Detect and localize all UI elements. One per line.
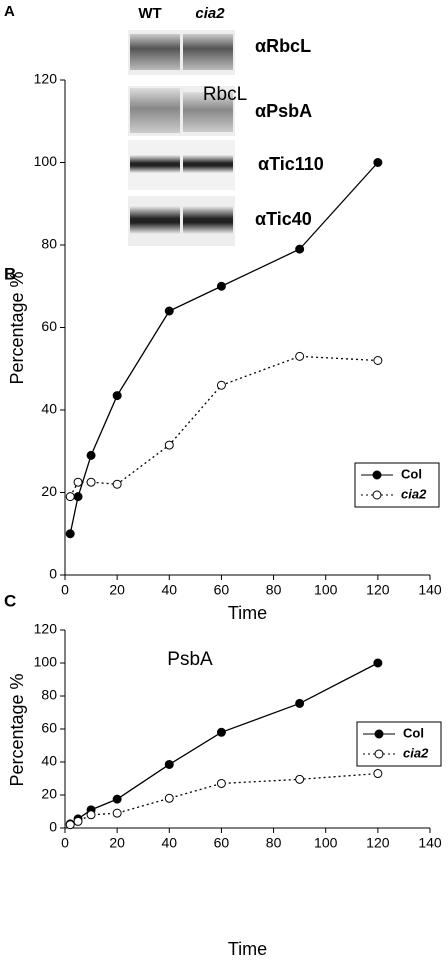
x-tick-label: 100 <box>314 835 338 851</box>
legend-label: Col <box>401 466 422 481</box>
data-point <box>164 759 174 769</box>
panel-label: C <box>4 591 16 610</box>
data-point <box>112 479 122 489</box>
legend-marker <box>372 490 382 500</box>
chart-title: RbcL <box>203 84 247 105</box>
data-point <box>216 778 226 788</box>
x-tick-label: 140 <box>418 582 442 598</box>
blot-label: αRbcL <box>255 36 311 56</box>
x-tick-label: 40 <box>161 835 177 851</box>
panel-label: A <box>4 3 15 20</box>
legend-box <box>354 462 440 508</box>
y-tick-label: 0 <box>49 566 57 582</box>
data-point <box>373 356 383 365</box>
legend-label: cia2 <box>403 745 429 760</box>
panel-label: B <box>4 264 16 283</box>
x-axis-label: Time <box>228 603 267 623</box>
x-tick-label: 20 <box>109 835 125 851</box>
legend-marker <box>372 470 382 480</box>
x-tick-label: 80 <box>266 835 282 851</box>
blot-label: αTic40 <box>255 209 312 229</box>
y-tick-label: 120 <box>34 621 58 637</box>
data-point <box>164 440 174 450</box>
y-tick-label: 80 <box>41 236 57 252</box>
data-point <box>373 658 383 668</box>
y-tick-label: 0 <box>49 819 57 835</box>
legend-marker <box>374 749 384 759</box>
y-tick-label: 60 <box>41 720 57 736</box>
y-tick-label: 100 <box>34 654 58 670</box>
data-point <box>295 351 305 361</box>
lane-label: WT <box>138 5 161 22</box>
legend-box <box>356 721 442 767</box>
y-tick-label: 80 <box>41 687 57 703</box>
x-tick-label: 120 <box>366 835 390 851</box>
data-point <box>295 244 305 254</box>
data-point <box>164 793 174 803</box>
chart-title: PsbA <box>167 649 213 670</box>
y-tick-label: 20 <box>41 786 57 802</box>
y-tick-label: 40 <box>41 401 57 417</box>
data-point <box>86 477 96 487</box>
y-tick-label: 40 <box>41 753 57 769</box>
data-point <box>86 810 96 820</box>
x-tick-label: 140 <box>418 835 442 851</box>
data-point <box>373 158 383 167</box>
x-tick-label: 100 <box>314 582 338 598</box>
x-tick-label: 40 <box>161 582 177 598</box>
x-tick-label: 60 <box>214 835 230 851</box>
y-tick-label: 20 <box>41 483 57 499</box>
data-point <box>86 450 96 460</box>
blot-label: αTic110 <box>258 154 324 174</box>
legend-marker <box>374 729 384 739</box>
data-point <box>216 727 226 737</box>
blot-label: αPsbA <box>255 101 312 121</box>
legend-label: Col <box>403 725 424 740</box>
series-line <box>69 162 379 534</box>
x-tick-label: 120 <box>366 582 390 598</box>
data-point <box>112 794 122 804</box>
lane-label: cia2 <box>195 5 225 22</box>
x-axis-label: Time <box>228 939 267 959</box>
legend-label: cia2 <box>401 486 427 501</box>
y-tick-label: 120 <box>34 71 58 87</box>
data-point <box>216 281 226 291</box>
y-axis-label: Percentage % <box>7 673 27 786</box>
data-point <box>65 820 75 830</box>
data-point <box>295 698 305 708</box>
y-tick-label: 100 <box>34 153 58 169</box>
data-point <box>112 391 122 401</box>
y-axis-label: Percentage % <box>7 271 27 384</box>
blot <box>128 30 235 246</box>
data-point <box>73 492 83 502</box>
data-point <box>65 492 75 502</box>
data-point <box>216 380 226 390</box>
data-point <box>73 816 83 826</box>
data-point <box>112 808 122 818</box>
data-point <box>295 774 305 784</box>
y-tick-label: 60 <box>41 318 57 334</box>
data-point <box>164 306 174 316</box>
x-tick-label: 20 <box>109 582 125 598</box>
x-tick-label: 0 <box>61 582 69 598</box>
data-point <box>73 477 83 487</box>
data-point <box>65 529 75 539</box>
x-tick-label: 60 <box>214 582 230 598</box>
series-line <box>69 355 378 497</box>
x-tick-label: 80 <box>266 582 282 598</box>
data-point <box>373 769 383 779</box>
x-tick-label: 0 <box>61 835 69 851</box>
